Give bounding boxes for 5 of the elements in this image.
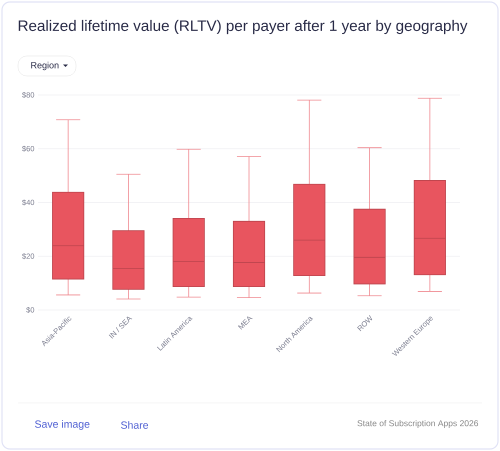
text: Save image (35, 420, 90, 430)
text: Share (121, 421, 148, 429)
text: State of Subscription Apps 2026 (357, 420, 478, 428)
chart-title: Realized lifetime value (RLTV) per payer after 1 year by geography (18, 20, 468, 34)
text: Region (31, 62, 58, 70)
